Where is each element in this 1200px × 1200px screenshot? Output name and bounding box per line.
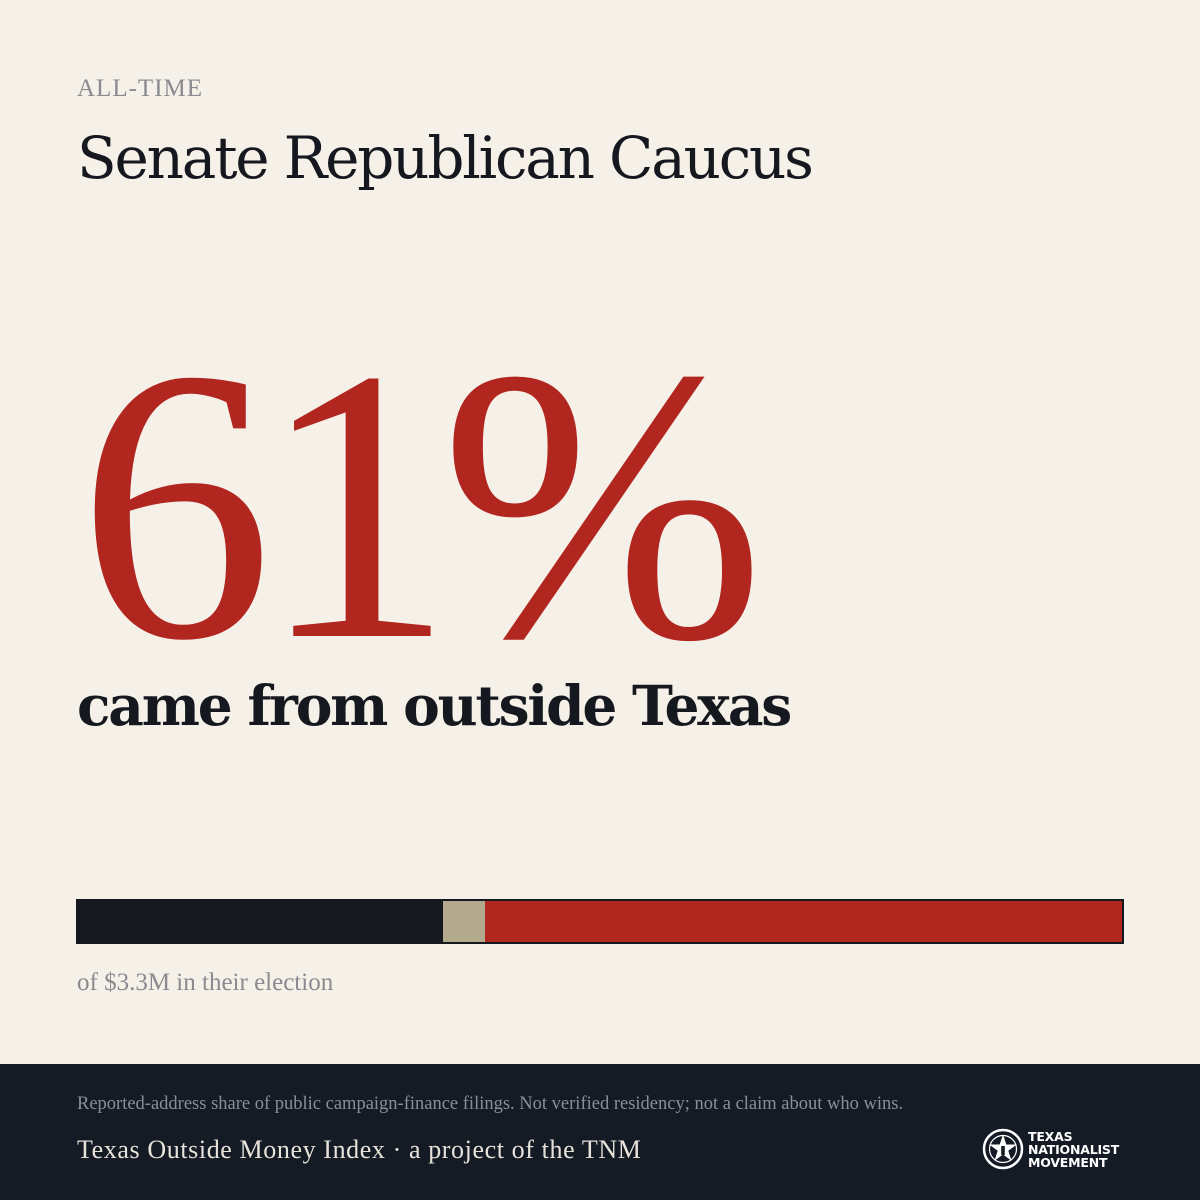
eyebrow-label: ALL-TIME	[77, 75, 204, 102]
logo-line-1: TEXAS	[1028, 1128, 1073, 1144]
tnm-logo: TEXAS NATIONALIST MOVEMENT	[982, 1127, 1132, 1171]
logo-line-3: MOVEMENT	[1028, 1154, 1108, 1170]
bar-segment-2	[443, 901, 486, 942]
stat-value: 61%	[78, 289, 765, 721]
footer	[0, 1064, 1200, 1200]
tnm-logo-wordmark: TEXAS NATIONALIST MOVEMENT	[1028, 1130, 1119, 1169]
bar-segment-1	[78, 901, 444, 942]
stat-headline: came from outside Texas	[77, 673, 792, 738]
stat-caption: of $3.3M in their election	[77, 969, 334, 996]
tnm-star-seal-icon	[982, 1128, 1024, 1170]
page-title: Senate Republican Caucus	[77, 124, 814, 192]
bar-segment-3	[485, 901, 1123, 942]
footer-project-credit: Texas Outside Money Index · a project of…	[77, 1135, 642, 1164]
footer-disclaimer: Reported-address share of public campaig…	[77, 1094, 904, 1114]
breakdown-bar	[76, 899, 1124, 944]
logo-line-2: NATIONALIST	[1028, 1141, 1120, 1157]
